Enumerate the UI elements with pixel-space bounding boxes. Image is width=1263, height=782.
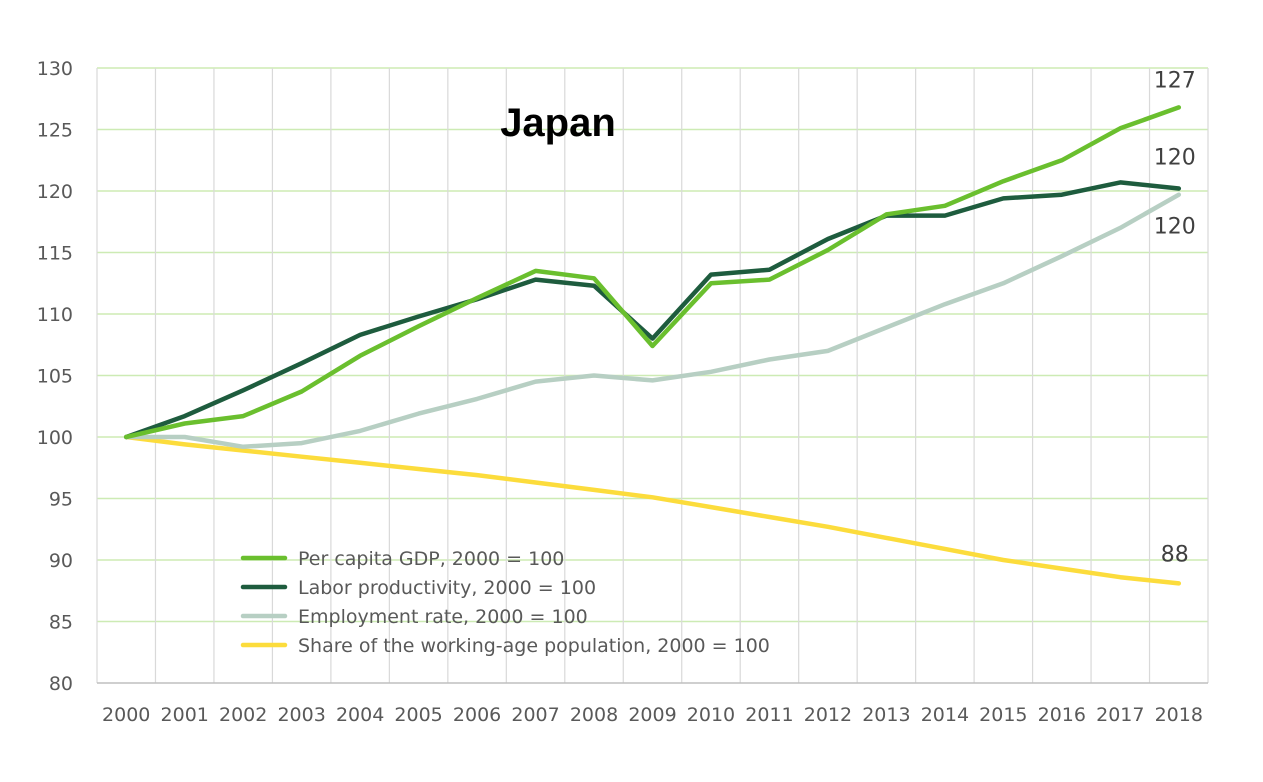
legend-label-0: Per capita GDP, 2000 = 100 (298, 548, 564, 570)
series-line-2 (123, 192, 1182, 450)
y-tick-label-105: 105 (37, 366, 73, 388)
legend: Per capita GDP, 2000 = 100 Labor producti… (240, 548, 770, 657)
x-tick-label-2001: 2001 (161, 704, 209, 726)
y-tick-label-100: 100 (37, 427, 73, 449)
y-tick-label-85: 85 (49, 612, 73, 634)
y-axis-ticks: 80 85 90 95 100 105 110 115 120 125 130 (37, 58, 73, 695)
x-tick-label-2013: 2013 (862, 704, 910, 726)
y-tick-label-110: 110 (37, 304, 73, 326)
grid-lines (96, 67, 1209, 683)
x-tick-label-2009: 2009 (628, 704, 676, 726)
y-tick-label-115: 115 (37, 243, 73, 265)
legend-label-2: Employment rate, 2000 = 100 (298, 606, 588, 628)
chart-title: Japan (500, 101, 616, 145)
x-tick-label-2018: 2018 (1155, 704, 1203, 726)
x-tick-label-2012: 2012 (804, 704, 852, 726)
x-axis-ticks: 2000 2001 2002 2003 2004 2005 2006 2007 2008 2009… (102, 704, 1203, 726)
x-tick-label-2007: 2007 (511, 704, 559, 726)
x-tick-label-2017: 2017 (1096, 704, 1144, 726)
y-tick-label-125: 125 (37, 120, 73, 142)
end-label-series-1: 120 (1154, 146, 1196, 171)
y-tick-label-80: 80 (49, 673, 73, 695)
x-tick-label-2003: 2003 (277, 704, 325, 726)
series-line-3 (123, 434, 1182, 586)
y-tick-label-120: 120 (37, 181, 73, 203)
end-label-series-3: 88 (1161, 542, 1189, 567)
x-tick-label-2006: 2006 (453, 704, 501, 726)
x-tick-label-2011: 2011 (745, 704, 793, 726)
x-tick-label-2002: 2002 (219, 704, 267, 726)
series-line-0 (123, 105, 1182, 440)
end-label-series-0: 127 (1154, 68, 1196, 93)
x-tick-label-2016: 2016 (1038, 704, 1086, 726)
x-tick-label-2010: 2010 (687, 704, 735, 726)
x-tick-label-2005: 2005 (394, 704, 442, 726)
x-tick-label-2000: 2000 (102, 704, 150, 726)
x-tick-label-2014: 2014 (921, 704, 969, 726)
series-line-1 (123, 180, 1182, 440)
x-tick-label-2008: 2008 (570, 704, 618, 726)
series-lines (123, 105, 1182, 586)
end-label-series-2: 120 (1154, 215, 1196, 240)
y-tick-label-90: 90 (49, 550, 73, 572)
y-tick-label-130: 130 (37, 58, 73, 80)
x-tick-label-2015: 2015 (979, 704, 1027, 726)
end-labels: 127 120 120 88 (1154, 68, 1196, 567)
legend-label-1: Labor productivity, 2000 = 100 (298, 577, 596, 599)
y-tick-label-95: 95 (49, 489, 73, 511)
x-tick-label-2004: 2004 (336, 704, 384, 726)
legend-label-3: Share of the working-age population, 200… (298, 635, 770, 657)
